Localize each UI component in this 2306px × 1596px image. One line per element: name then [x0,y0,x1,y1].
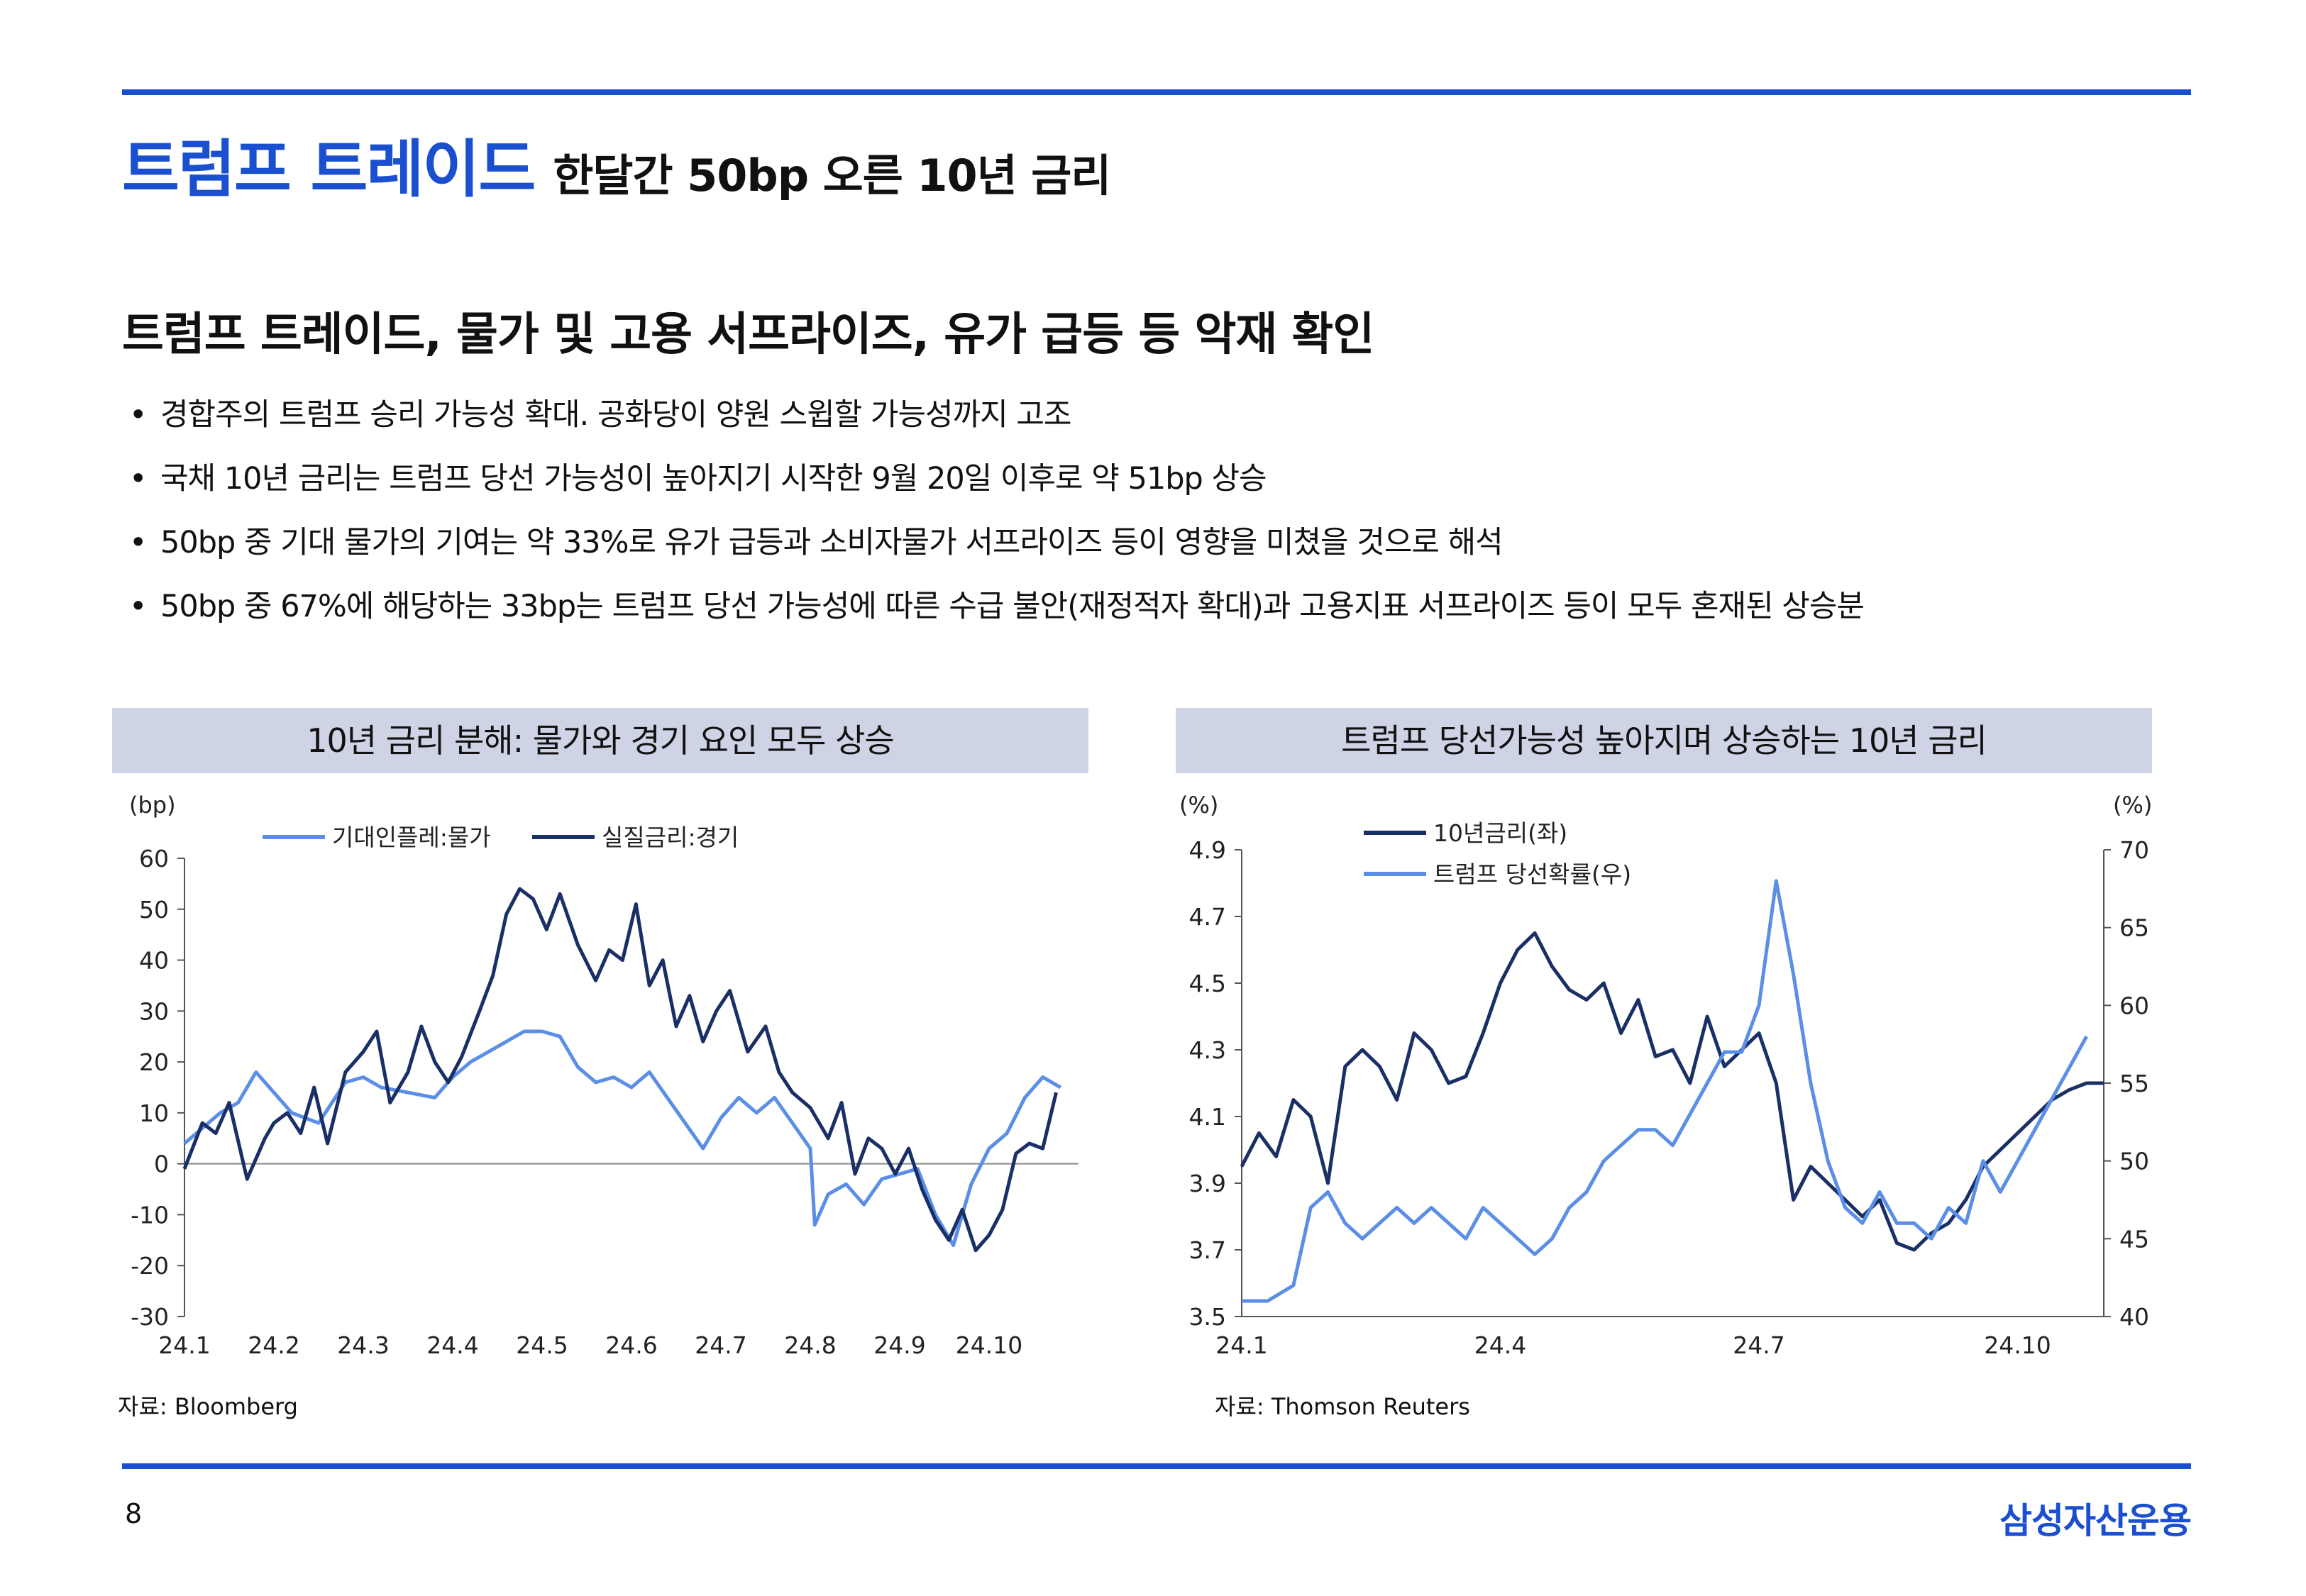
x-tick-label: 24.1 [1215,1331,1267,1359]
series-line-real-rate [182,887,1058,1253]
bullet-text: 경합주의 트럼프 승리 가능성 확대. 공화당이 양원 스윕할 가능성까지 고조 [160,397,1071,433]
x-tick-label: 24.4 [426,1331,478,1359]
bullet-marker: • [129,397,147,433]
left-tick-label: 3.7 [1189,1236,1226,1264]
x-tick-label: 24.9 [873,1331,925,1359]
bullet-marker: • [129,461,147,497]
x-tick-label: 24.10 [1984,1331,2051,1359]
y-tick-label: 20 [139,1048,169,1076]
right-tick-label: 50 [2119,1148,2149,1175]
source-right: 자료: Thomson Reuters [1215,1393,1470,1420]
right-chart-title: 트럼프 당선가능성 높아지며 상승하는 10년 금리 [1176,708,2152,773]
x-tick-label: 24.1 [158,1331,210,1359]
source-left: 자료: Bloomberg [118,1393,298,1420]
series-line-trump-odds [1242,879,2088,1303]
right-axis-unit: (%) [2113,792,2152,819]
right-tick-label: 70 [2119,836,2149,864]
brand-logo: 삼성자산운용 [1999,1500,2192,1541]
x-tick-label: 24.6 [605,1331,657,1359]
y-tick-label: 60 [139,845,169,872]
y-tick-label: 50 [139,896,169,924]
left-tick-label: 4.5 [1189,970,1226,997]
y-tick-label: -20 [131,1252,169,1280]
bullet-text: 50bp 중 67%에 해당하는 33bp는 트럼프 당선 가능성에 따른 수급… [160,589,1865,624]
x-tick-label: 24.7 [695,1331,746,1359]
left-tick-label: 4.3 [1189,1036,1226,1064]
y-tick-label: -10 [131,1201,169,1229]
page-number: 8 [125,1498,143,1529]
legend-label: 트럼프 당선확률(우) [1433,860,1631,888]
x-tick-label: 24.8 [784,1331,836,1359]
y-tick-label: -30 [131,1303,169,1331]
bullet-text: 50bp 중 기대 물가의 기여는 약 33%로 유가 급등과 소비자물가 서프… [160,525,1504,560]
right-tick-label: 55 [2119,1070,2149,1097]
bullet-text: 국채 10년 금리는 트럼프 당선 가능성이 높아지기 시작한 9월 20일 이… [160,461,1267,497]
election-odds-chart: (%) (%) 4.9 4.7 4.5 4.3 4.1 3.9 3.7 3.5 70 65 60 55 50… [1179,792,2152,1359]
right-tick-label: 45 [2119,1225,2149,1253]
left-tick-label: 3.9 [1189,1170,1226,1197]
bullet-item: • 50bp 중 67%에 해당하는 33bp는 트럼프 당선 가능성에 따른 수… [129,575,1865,638]
title-main: 트럼프 트레이드 [122,133,536,206]
bullet-item: • 50bp 중 기대 물가의 기여는 약 33%로 유가 급등과 소비자물가 서… [129,511,1864,575]
left-chart-title: 10년 금리 분해: 물가와 경기 요인 모두 상승 [112,708,1088,773]
bullet-marker: • [129,525,147,560]
y-tick-label: 30 [139,997,169,1025]
y-tick-label: 10 [139,1099,169,1127]
bullet-list: • 경합주의 트럼프 승리 가능성 확대. 공화당이 양원 스윕할 가능성까지 고… [129,383,1865,638]
right-tick-label: 60 [2119,992,2149,1019]
page-title: 트럼프 트레이드 한달간 50bp 오른 10년 금리 [122,119,1111,209]
x-tick-label: 24.10 [956,1331,1022,1359]
x-tick-label: 24.3 [337,1331,389,1359]
series-line-inflation [183,1029,1062,1247]
right-tick-label: 65 [2119,914,2149,942]
right-tick-label: 40 [2119,1303,2149,1331]
x-tick-label: 24.5 [516,1331,568,1359]
y-tick-label: 0 [154,1151,169,1178]
left-tick-label: 3.5 [1189,1303,1226,1331]
title-sub: 한달간 50bp 오른 10년 금리 [553,150,1111,201]
left-axis-unit: (%) [1179,792,1218,819]
bullet-item: • 국채 10년 금리는 트럼프 당선 가능성이 높아지기 시작한 9월 20일 … [129,447,1864,511]
x-tick-label: 24.2 [248,1331,299,1359]
left-tick-label: 4.1 [1189,1103,1226,1131]
section-headline: 트럼프 트레이드, 물가 및 고용 서프라이즈, 유가 급등 등 악재 확인 [122,309,1374,361]
legend-label: 기대인플레:물가 [332,824,491,851]
y-axis-unit: (bp) [129,792,176,819]
top-rule [122,89,2191,95]
bullet-marker: • [129,589,147,624]
bottom-rule [122,1463,2191,1469]
legend-label: 실질금리:경기 [602,824,739,851]
left-tick-label: 4.9 [1189,836,1226,864]
bullet-item: • 경합주의 트럼프 승리 가능성 확대. 공화당이 양원 스윕할 가능성까지 고… [129,383,1864,447]
series-line-10y-yield [1240,931,2104,1252]
x-tick-label: 24.7 [1733,1331,1784,1359]
legend-label: 10년금리(좌) [1433,819,1567,847]
y-tick-label: 40 [139,947,169,975]
x-tick-label: 24.4 [1474,1331,1526,1359]
left-tick-label: 4.7 [1189,903,1226,931]
